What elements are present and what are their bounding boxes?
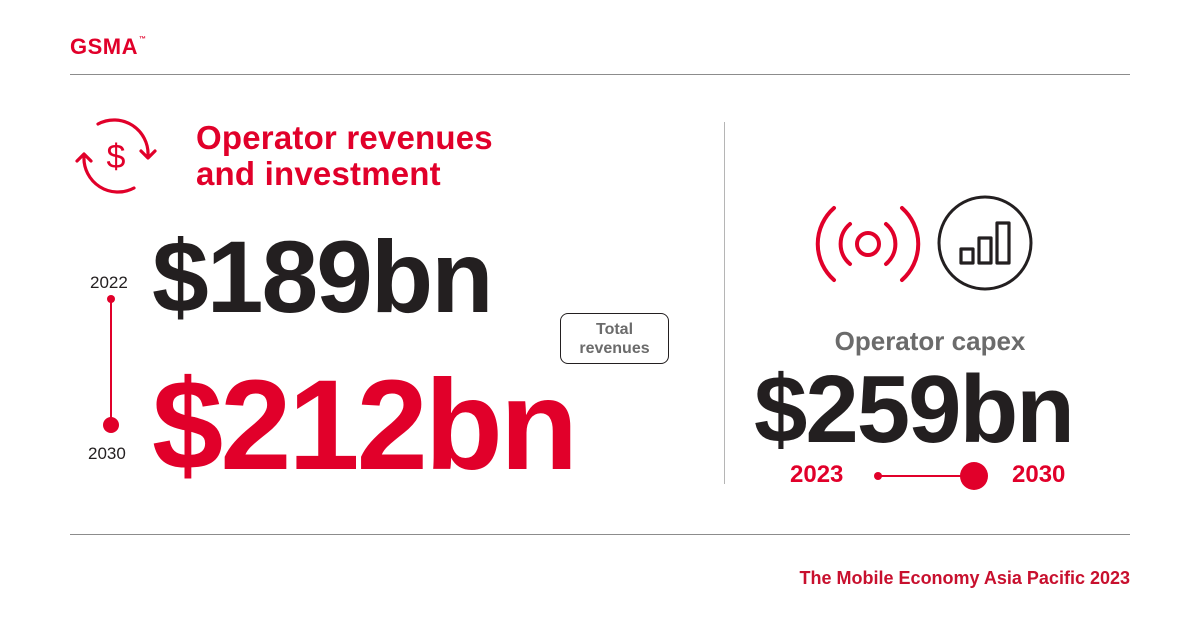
revenues-value-start: $189bn (152, 220, 494, 334)
vertical-divider (724, 122, 725, 484)
revenues-timeline-end-dot (103, 417, 119, 433)
capex-year-end: 2030 (1012, 461, 1066, 488)
bar-chart-icon (937, 195, 1033, 291)
capex-year-start: 2023 (790, 461, 844, 488)
capex-label: Operator capex (834, 326, 1026, 356)
dollar-cycle-icon: $ (75, 118, 157, 194)
revenues-value-end: $212bn (152, 354, 578, 497)
capex-value: $259bn (754, 356, 1075, 463)
gsma-logo: GSMA™ (70, 34, 147, 59)
revenues-year-start: 2022 (90, 273, 128, 292)
revenues-timeline-start-dot (107, 295, 115, 303)
revenues-title: Operator revenues and investment (196, 119, 493, 192)
footer-source: The Mobile Economy Asia Pacific 2023 (799, 568, 1130, 588)
total-revenues-badge: Total revenues (560, 313, 669, 364)
capex-timeline-start-dot (874, 472, 882, 480)
svg-text:$: $ (107, 138, 126, 176)
capex-timeline-end-dot (960, 462, 988, 490)
revenues-timeline-line (110, 298, 112, 424)
capex-timeline-line (878, 475, 970, 477)
top-divider (70, 74, 1130, 75)
signal-broadcast-icon (815, 206, 921, 282)
bottom-divider (70, 534, 1130, 535)
revenues-year-end: 2030 (88, 444, 126, 463)
